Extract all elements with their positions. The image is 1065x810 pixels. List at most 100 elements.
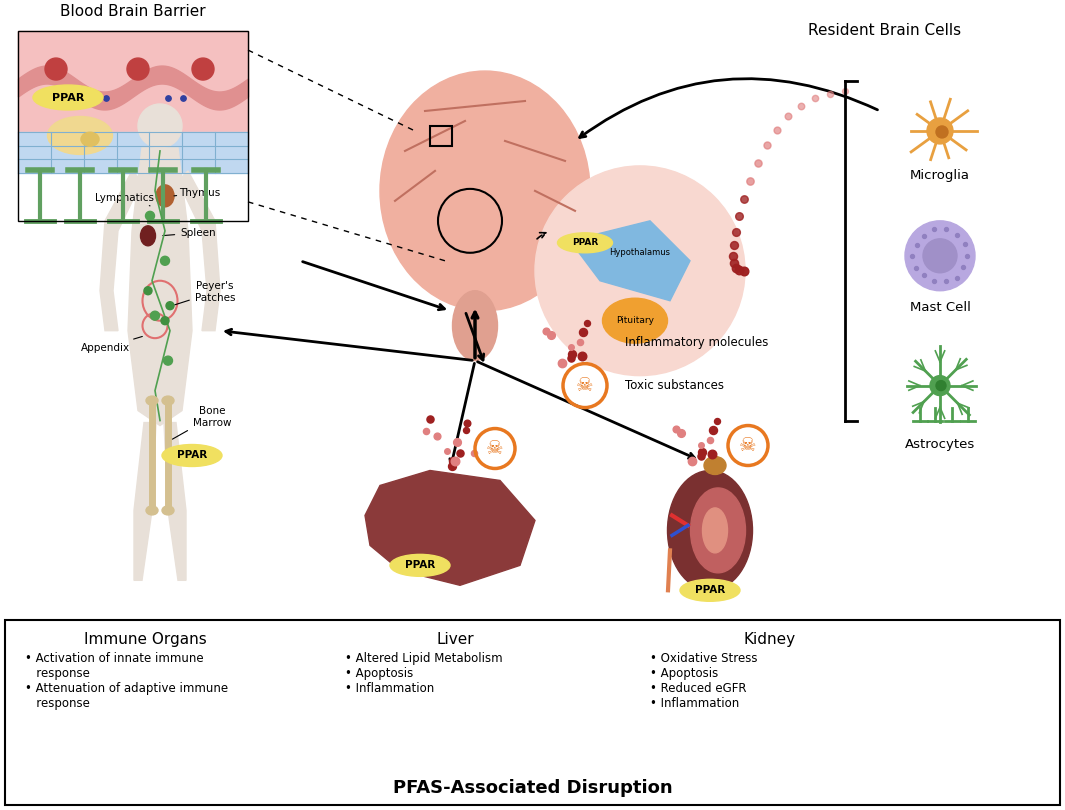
- Point: [554, 356, 571, 369]
- Text: Lymphatics: Lymphatics: [96, 193, 154, 206]
- Point: [731, 210, 748, 223]
- Point: [446, 454, 463, 467]
- Circle shape: [45, 58, 67, 80]
- Polygon shape: [128, 148, 192, 425]
- Point: [731, 264, 748, 277]
- Point: [925, 276, 943, 289]
- Ellipse shape: [48, 117, 113, 155]
- Text: Liver: Liver: [437, 633, 474, 647]
- Circle shape: [936, 381, 946, 390]
- Bar: [18, 31, 248, 221]
- Bar: [5, 620, 1060, 805]
- Ellipse shape: [380, 71, 590, 311]
- Circle shape: [164, 451, 173, 459]
- Point: [175, 91, 192, 104]
- Point: [727, 226, 744, 239]
- Point: [84, 91, 101, 104]
- Ellipse shape: [557, 232, 612, 253]
- Ellipse shape: [33, 85, 103, 110]
- Ellipse shape: [390, 554, 450, 577]
- Point: [916, 229, 933, 242]
- Point: [907, 261, 924, 274]
- Point: [725, 239, 742, 252]
- Circle shape: [905, 221, 974, 291]
- Text: Appendix: Appendix: [81, 336, 143, 352]
- Ellipse shape: [690, 488, 745, 573]
- Point: [758, 139, 775, 151]
- Ellipse shape: [668, 471, 753, 590]
- Point: [736, 265, 753, 278]
- Text: PPAR: PPAR: [405, 561, 436, 570]
- Circle shape: [161, 317, 169, 325]
- Circle shape: [144, 287, 152, 295]
- Text: PPAR: PPAR: [177, 450, 207, 461]
- Text: Inflammatory molecules: Inflammatory molecules: [625, 336, 768, 349]
- Point: [792, 100, 809, 113]
- Point: [452, 446, 469, 459]
- Circle shape: [146, 211, 154, 220]
- Ellipse shape: [703, 508, 727, 553]
- Point: [457, 424, 474, 437]
- Text: Astrocytes: Astrocytes: [905, 437, 976, 450]
- Text: Mast Cell: Mast Cell: [910, 301, 970, 313]
- Text: ☠: ☠: [739, 436, 757, 455]
- Point: [904, 249, 921, 262]
- Point: [563, 347, 580, 360]
- Point: [704, 424, 721, 437]
- Polygon shape: [164, 423, 186, 580]
- Ellipse shape: [146, 506, 158, 515]
- Ellipse shape: [704, 457, 726, 475]
- Point: [417, 424, 435, 437]
- Circle shape: [923, 239, 957, 273]
- Text: Hypothalamus: Hypothalamus: [609, 249, 671, 258]
- Text: Blood Brain Barrier: Blood Brain Barrier: [61, 4, 206, 19]
- Point: [574, 350, 591, 363]
- Point: [954, 238, 971, 251]
- Point: [947, 269, 964, 282]
- Point: [708, 415, 725, 428]
- Text: Resident Brain Cells: Resident Brain Cells: [808, 23, 962, 38]
- Point: [428, 430, 445, 443]
- Text: Peyer's
Patches: Peyer's Patches: [175, 281, 235, 305]
- Text: ☠: ☠: [576, 376, 594, 395]
- Point: [937, 223, 954, 236]
- Point: [466, 446, 484, 459]
- Circle shape: [150, 311, 160, 320]
- Point: [915, 270, 932, 283]
- Text: PFAS-Associated Disruption: PFAS-Associated Disruption: [393, 779, 672, 797]
- Text: Kidney: Kidney: [744, 633, 796, 647]
- Text: Thymus: Thymus: [174, 188, 220, 198]
- Circle shape: [192, 58, 214, 80]
- Text: Pituitary: Pituitary: [616, 316, 654, 325]
- Circle shape: [164, 356, 173, 365]
- Point: [780, 110, 797, 123]
- Ellipse shape: [603, 298, 668, 343]
- Text: • Altered Lipid Metabolism
• Apoptosis
• Inflammation: • Altered Lipid Metabolism • Apoptosis •…: [345, 652, 503, 695]
- Point: [724, 249, 741, 262]
- Point: [667, 422, 684, 435]
- Point: [684, 454, 701, 467]
- Ellipse shape: [146, 396, 158, 405]
- Point: [160, 91, 177, 104]
- Text: Bone
Marrow: Bone Marrow: [173, 406, 231, 439]
- Polygon shape: [570, 221, 690, 301]
- Ellipse shape: [162, 396, 174, 405]
- Point: [578, 317, 595, 330]
- Point: [422, 413, 439, 426]
- Point: [741, 174, 758, 187]
- Circle shape: [161, 256, 169, 265]
- Polygon shape: [365, 471, 535, 586]
- Point: [572, 335, 589, 348]
- Point: [768, 123, 785, 136]
- Point: [98, 91, 115, 104]
- Text: PPAR: PPAR: [572, 238, 599, 247]
- Point: [704, 447, 721, 460]
- Point: [443, 459, 460, 472]
- Point: [735, 193, 752, 206]
- Polygon shape: [134, 423, 155, 580]
- Circle shape: [166, 301, 174, 309]
- Ellipse shape: [162, 506, 174, 515]
- Point: [725, 257, 742, 270]
- Point: [693, 446, 710, 458]
- Point: [727, 262, 744, 275]
